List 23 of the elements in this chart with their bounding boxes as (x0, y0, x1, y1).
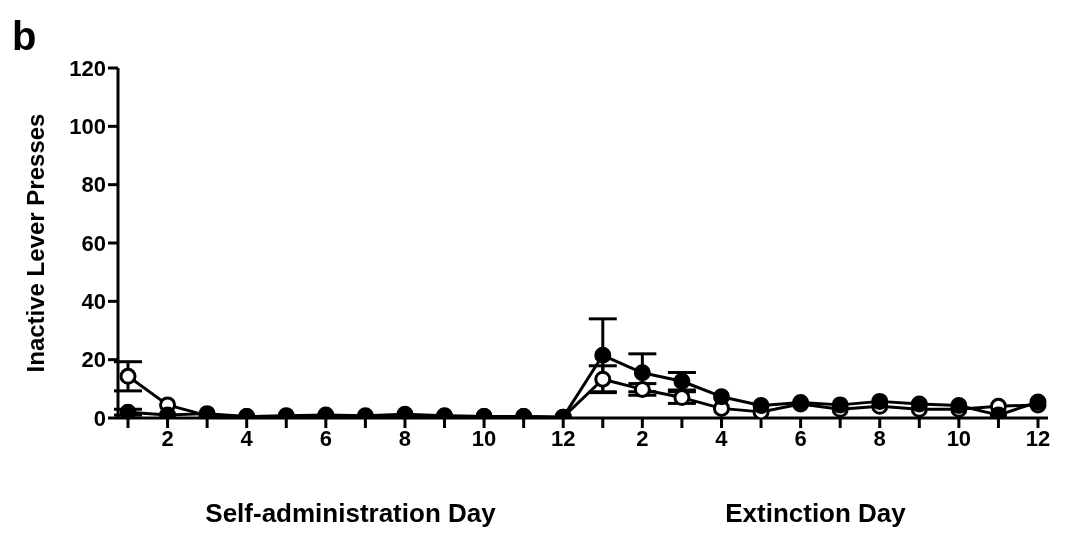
x-tick-label: 12 (1025, 425, 1051, 451)
x-tick-label: 4 (715, 425, 729, 451)
x-tick-label: 12 (550, 425, 576, 451)
x-tick-label: 2 (636, 425, 649, 451)
y-axis-title: Inactive Lever Presses (21, 113, 49, 373)
x-tick-label: 8 (398, 425, 412, 451)
y-tick-label: 60 (81, 230, 106, 256)
y-tick-label: 80 (81, 172, 106, 198)
text: b (12, 14, 37, 58)
x-axis-title: Self-administration Day (204, 498, 497, 529)
x-tick-label: 10 (471, 425, 497, 451)
y-tick-label: 0 (93, 405, 106, 431)
x-tick-label: 10 (946, 425, 972, 451)
y-tick-label: 20 (81, 347, 106, 373)
y-tick-label: 40 (81, 289, 106, 315)
text: Extinction Day (724, 498, 907, 529)
x-tick-label: 2 (161, 425, 174, 451)
y-tick-label: 100 (69, 114, 106, 140)
x-tick-label: 4 (240, 425, 254, 451)
y-tick-label: 120 (69, 55, 106, 81)
x-tick-label: 8 (873, 425, 886, 451)
x-tick-label: 6 (794, 425, 807, 451)
x-tick-label: 6 (319, 425, 332, 451)
